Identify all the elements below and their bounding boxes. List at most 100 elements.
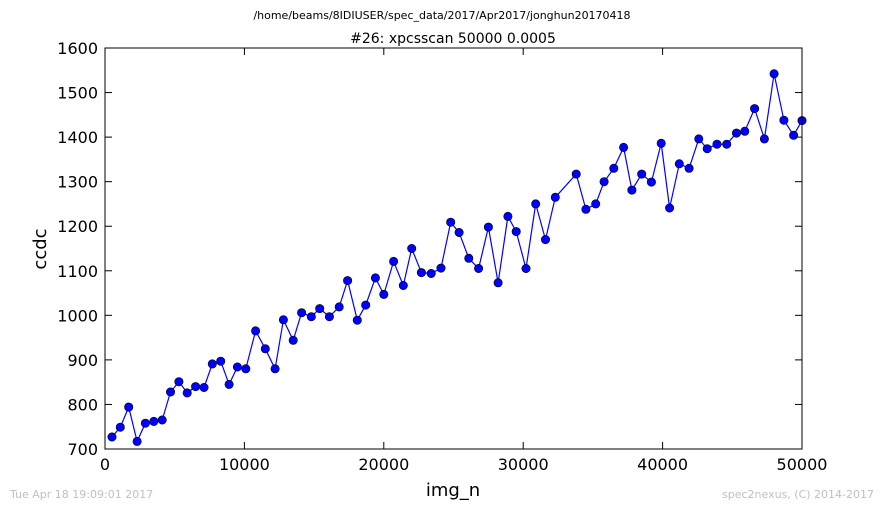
data-point — [646, 177, 656, 187]
x-tick-label: 0 — [100, 455, 110, 474]
data-point — [627, 185, 637, 195]
data-point — [454, 228, 464, 238]
data-point — [446, 217, 456, 227]
x-tick-label: 30000 — [498, 455, 549, 474]
data-point — [191, 382, 201, 392]
data-point — [521, 263, 531, 273]
data-point — [531, 199, 541, 209]
y-tick-label: 1000 — [57, 306, 98, 325]
data-point — [207, 359, 217, 369]
data-point — [619, 142, 629, 152]
x-tick-label: 50000 — [777, 455, 828, 474]
data-point — [674, 159, 684, 169]
y-tick-label: 1400 — [57, 128, 98, 147]
y-tick-label: 800 — [67, 395, 98, 414]
y-tick-label: 1600 — [57, 39, 98, 58]
data-point — [182, 388, 192, 398]
data-point — [140, 418, 150, 428]
chart-title: #26: xpcsscan 50000 0.0005 — [350, 31, 556, 47]
data-point — [503, 211, 513, 221]
data-point — [149, 416, 159, 426]
data-point — [124, 402, 134, 412]
y-tick-label: 1100 — [57, 262, 98, 281]
data-point — [712, 139, 722, 149]
data-point — [511, 227, 521, 237]
data-point — [540, 235, 550, 245]
data-point — [464, 253, 474, 263]
data-point — [379, 289, 389, 299]
data-point — [740, 126, 750, 136]
data-point — [731, 128, 741, 138]
x-tick-label: 40000 — [637, 455, 688, 474]
data-point — [389, 256, 399, 266]
x-tick-label: 10000 — [219, 455, 270, 474]
data-point — [352, 315, 362, 325]
data-point — [609, 163, 619, 173]
data-point — [656, 138, 666, 148]
data-point — [232, 362, 242, 372]
data-point — [483, 222, 493, 232]
data-point — [407, 244, 417, 254]
data-point — [722, 139, 732, 149]
data-point — [115, 422, 125, 432]
data-point — [278, 315, 288, 325]
y-tick-label: 700 — [67, 440, 98, 459]
data-point — [779, 115, 789, 125]
data-point — [315, 304, 325, 314]
y-tick-label: 1500 — [57, 84, 98, 103]
footer-timestamp: Tue Apr 18 19:09:01 2017 — [9, 488, 153, 501]
data-point — [297, 308, 307, 318]
data-point — [370, 273, 380, 283]
data-point — [759, 134, 769, 144]
series-layer — [107, 69, 807, 446]
data-point — [684, 163, 694, 173]
plot-area — [105, 48, 802, 449]
data-point — [416, 268, 426, 278]
data-point — [306, 312, 316, 322]
y-tick-label: 1200 — [57, 217, 98, 236]
y-axis-label: ccdc — [30, 228, 51, 269]
data-point — [260, 344, 270, 354]
data-point — [216, 356, 226, 366]
data-point — [398, 280, 408, 290]
data-point — [107, 432, 117, 442]
data-point — [474, 263, 484, 273]
data-point — [769, 69, 779, 79]
data-point — [599, 177, 609, 187]
data-point — [665, 203, 675, 213]
data-point — [166, 387, 176, 397]
data-point — [132, 436, 142, 446]
y-tick-label: 900 — [67, 351, 98, 370]
footer-credit: spec2nexus, (C) 2014-2017 — [722, 488, 874, 501]
data-point — [334, 302, 344, 312]
y-tick-label: 1300 — [57, 173, 98, 192]
data-point — [251, 326, 261, 336]
plot-frame — [104, 47, 803, 450]
data-point — [581, 204, 591, 214]
data-point — [694, 134, 704, 144]
data-point — [224, 379, 234, 389]
data-point — [591, 199, 601, 209]
data-point — [157, 415, 167, 425]
data-point — [637, 169, 647, 179]
data-point — [288, 335, 298, 345]
data-point — [199, 382, 209, 392]
data-point — [174, 377, 184, 387]
chart-suptitle: /home/beams/8IDIUSER/spec_data/2017/Apr2… — [253, 9, 630, 22]
data-point — [270, 364, 280, 374]
data-point — [436, 263, 446, 273]
data-point — [493, 278, 503, 288]
data-point — [324, 312, 334, 322]
data-point — [343, 276, 353, 286]
x-tick-label: 20000 — [358, 455, 409, 474]
data-point — [426, 268, 436, 278]
data-point — [571, 169, 581, 179]
data-point — [550, 192, 560, 202]
data-point — [702, 144, 712, 154]
data-point — [241, 364, 251, 374]
data-point — [361, 300, 371, 310]
x-axis-label: img_n — [426, 480, 480, 501]
data-point — [789, 130, 799, 140]
data-point — [750, 104, 760, 114]
